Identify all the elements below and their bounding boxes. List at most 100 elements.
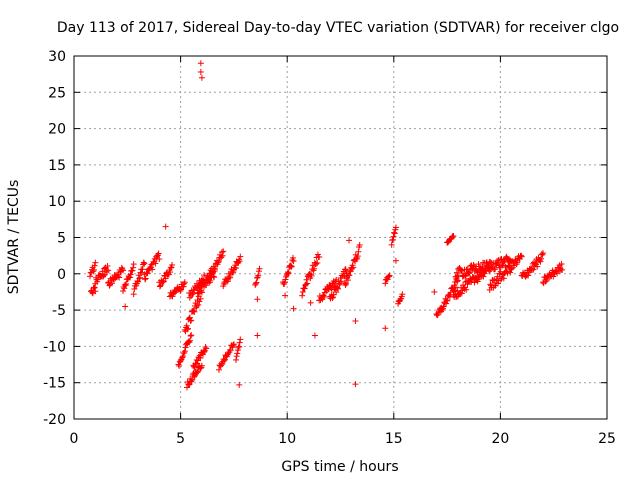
data-point-marker bbox=[188, 317, 195, 324]
data-point-marker bbox=[449, 233, 456, 240]
data-point-marker bbox=[139, 266, 146, 273]
data-point-marker bbox=[311, 332, 318, 339]
y-tick-label: 25 bbox=[48, 85, 66, 101]
data-point-marker bbox=[313, 261, 320, 268]
data-point-marker bbox=[136, 274, 143, 281]
data-point-marker bbox=[475, 276, 482, 283]
data-point-marker bbox=[195, 301, 202, 308]
data-point-marker bbox=[382, 325, 389, 332]
data-point-marker bbox=[389, 236, 396, 243]
data-point-marker bbox=[458, 268, 465, 275]
data-point-marker bbox=[91, 284, 98, 291]
x-tick-labels: 0 5 10 15 20 25 bbox=[70, 431, 616, 447]
data-point-marker bbox=[104, 262, 111, 269]
x-tick-label: 15 bbox=[385, 431, 403, 447]
grid-lines bbox=[74, 56, 607, 419]
chart-title: Day 113 of 2017, Sidereal Day-to-day VTE… bbox=[57, 20, 619, 36]
data-point-marker bbox=[169, 261, 176, 268]
data-point-marker bbox=[252, 280, 259, 287]
data-point-marker bbox=[321, 293, 328, 300]
data-point-marker bbox=[179, 353, 186, 360]
data-points bbox=[86, 60, 566, 391]
data-point-marker bbox=[495, 277, 502, 284]
data-point-marker bbox=[188, 378, 195, 385]
data-point-marker bbox=[335, 285, 342, 292]
data-point-marker bbox=[156, 256, 163, 263]
data-point-marker bbox=[235, 344, 242, 351]
data-point-marker bbox=[558, 261, 565, 268]
data-point-marker bbox=[130, 291, 137, 298]
data-point-marker bbox=[219, 252, 226, 259]
data-point-marker bbox=[311, 265, 318, 272]
data-point-marker bbox=[224, 278, 231, 285]
data-point-marker bbox=[187, 317, 194, 324]
data-point-marker bbox=[301, 285, 308, 292]
data-point-marker bbox=[540, 250, 547, 257]
data-point-marker bbox=[353, 256, 360, 263]
data-point-marker bbox=[543, 277, 550, 284]
data-point-marker bbox=[396, 298, 403, 305]
data-point-marker bbox=[227, 347, 234, 354]
data-point-marker bbox=[94, 276, 101, 283]
data-point-marker bbox=[155, 250, 162, 257]
data-point-marker bbox=[116, 274, 123, 281]
data-point-marker bbox=[230, 341, 237, 348]
data-point-marker bbox=[559, 266, 566, 273]
data-point-marker bbox=[304, 280, 311, 287]
data-point-marker bbox=[212, 266, 219, 273]
data-point-marker bbox=[227, 274, 234, 281]
data-point-marker bbox=[443, 297, 450, 304]
data-point-marker bbox=[90, 266, 97, 273]
data-point-marker bbox=[203, 280, 210, 287]
data-point-marker bbox=[342, 266, 349, 273]
data-point-marker bbox=[167, 269, 174, 276]
data-point-marker bbox=[236, 343, 243, 350]
data-point-marker bbox=[254, 332, 261, 339]
data-point-marker bbox=[282, 292, 289, 299]
data-point-marker bbox=[152, 260, 159, 267]
data-point-marker bbox=[194, 369, 201, 376]
y-tick-label: 0 bbox=[57, 267, 66, 283]
data-point-marker bbox=[191, 373, 198, 380]
data-point-marker bbox=[185, 338, 192, 345]
data-point-marker bbox=[182, 344, 189, 351]
data-point-marker bbox=[215, 258, 222, 265]
data-point-marker bbox=[443, 300, 450, 307]
data-point-marker bbox=[289, 254, 296, 261]
data-point-marker bbox=[130, 264, 137, 271]
data-point-marker bbox=[284, 269, 291, 276]
data-point-marker bbox=[552, 268, 559, 275]
data-point-marker bbox=[202, 344, 209, 351]
data-point-marker bbox=[329, 294, 336, 301]
data-point-marker bbox=[120, 267, 127, 274]
data-point-marker bbox=[122, 303, 129, 310]
data-point-marker bbox=[253, 279, 260, 286]
data-point-marker bbox=[185, 381, 192, 388]
data-point-marker bbox=[142, 276, 149, 283]
data-point-marker bbox=[489, 277, 496, 284]
data-point-marker bbox=[343, 280, 350, 287]
data-point-marker bbox=[458, 290, 465, 297]
data-point-marker bbox=[281, 279, 288, 286]
data-point-marker bbox=[197, 68, 204, 75]
data-point-marker bbox=[119, 266, 126, 273]
data-point-marker bbox=[141, 260, 148, 267]
data-point-marker bbox=[454, 278, 461, 285]
y-tick-label: 20 bbox=[48, 122, 66, 138]
data-point-marker bbox=[179, 354, 186, 361]
data-point-marker bbox=[319, 292, 326, 299]
y-tick-label: 15 bbox=[48, 158, 66, 174]
data-point-marker bbox=[466, 269, 473, 276]
data-point-marker bbox=[500, 275, 507, 282]
data-point-marker bbox=[451, 288, 458, 295]
data-point-marker bbox=[350, 264, 357, 271]
data-point-marker bbox=[89, 289, 96, 296]
data-point-marker bbox=[194, 360, 201, 367]
data-point-marker bbox=[303, 276, 310, 283]
data-point-marker bbox=[186, 337, 193, 344]
data-point-marker bbox=[538, 251, 545, 258]
data-point-marker bbox=[348, 265, 355, 272]
y-tick-label: 5 bbox=[57, 231, 66, 247]
data-point-marker bbox=[197, 355, 204, 362]
data-point-marker bbox=[514, 259, 521, 266]
